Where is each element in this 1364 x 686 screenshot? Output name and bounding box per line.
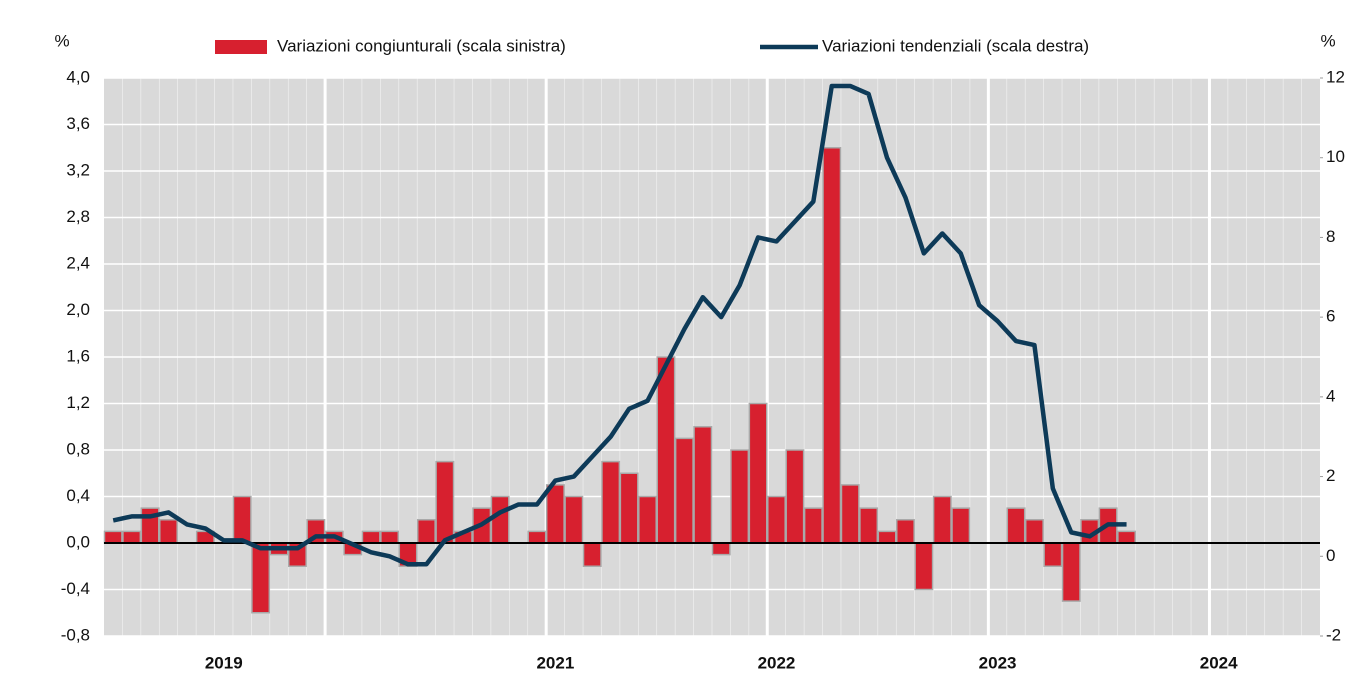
bar	[527, 530, 547, 544]
y-tick-label: -0,4	[61, 579, 90, 598]
bar	[380, 530, 400, 544]
y2-tick-label: 8	[1326, 227, 1335, 246]
y-axis-label: %	[54, 31, 69, 50]
bar	[822, 147, 842, 544]
bar	[895, 519, 915, 544]
y2-tick-label: 12	[1326, 67, 1345, 86]
bar	[490, 495, 510, 544]
y-tick-label: 0,4	[66, 486, 90, 505]
y2-axis-label: %	[1320, 31, 1335, 50]
legend-label: Variazioni tendenziali (scala destra)	[822, 36, 1089, 55]
x-tick-label: 2021	[536, 653, 574, 672]
bar	[416, 519, 436, 544]
y-tick-label: -0,8	[61, 625, 90, 644]
y-tick-label: 1,6	[66, 346, 90, 365]
y2-tick-label: 2	[1326, 466, 1335, 485]
y2-tick-label: 10	[1326, 147, 1345, 166]
bar	[693, 426, 713, 544]
bar	[767, 495, 786, 544]
bar	[122, 530, 142, 544]
y2-tick-label: 0	[1326, 546, 1335, 565]
bar	[1043, 542, 1063, 567]
bar	[232, 495, 252, 544]
x-tick-label: 2022	[758, 653, 796, 672]
bar	[914, 542, 934, 591]
bar	[877, 530, 897, 544]
bar	[1117, 530, 1137, 544]
bar	[159, 519, 178, 544]
bar	[435, 460, 455, 544]
bar	[674, 437, 694, 544]
bar	[656, 356, 676, 544]
bar	[951, 507, 971, 544]
y-tick-label: 4,0	[66, 67, 90, 86]
bar	[564, 495, 584, 544]
bar	[601, 460, 621, 544]
bar	[638, 495, 657, 544]
bar	[582, 542, 602, 567]
y2-tick-label: 6	[1326, 307, 1335, 326]
bar	[730, 449, 750, 544]
line	[112, 83, 1127, 567]
x-tick-label: 2024	[1200, 653, 1238, 672]
y-tick-label: 3,2	[66, 160, 90, 179]
y-tick-label: 1,2	[66, 393, 90, 412]
y-tick-label: 2,4	[66, 253, 90, 272]
y-tick-label: 3,6	[66, 114, 90, 133]
x-tick-label: 2023	[979, 653, 1017, 672]
bar	[1024, 519, 1044, 544]
y2-tick-label: 4	[1326, 386, 1335, 405]
y2-tick-label: -2	[1326, 625, 1341, 644]
bar	[932, 495, 952, 544]
x-tick-label: 2019	[205, 653, 243, 672]
y-tick-label: 2,0	[66, 300, 90, 319]
bar	[251, 542, 271, 614]
bar	[1006, 507, 1026, 544]
bar	[545, 484, 565, 544]
y-tick-label: 0,0	[66, 532, 90, 551]
y-tick-label: 0,8	[66, 439, 90, 458]
bar	[785, 449, 805, 544]
bar	[361, 530, 381, 544]
bar	[619, 472, 639, 544]
y-tick-label: 2,8	[66, 207, 90, 226]
legend-swatch	[215, 40, 267, 54]
bar	[840, 484, 860, 544]
bar	[803, 507, 823, 544]
bar	[103, 530, 123, 544]
bar	[711, 542, 731, 556]
legend-label: Variazioni congiunturali (scala sinistra…	[277, 36, 566, 55]
bar	[748, 402, 768, 544]
bar	[1061, 542, 1081, 602]
bar	[859, 507, 879, 544]
